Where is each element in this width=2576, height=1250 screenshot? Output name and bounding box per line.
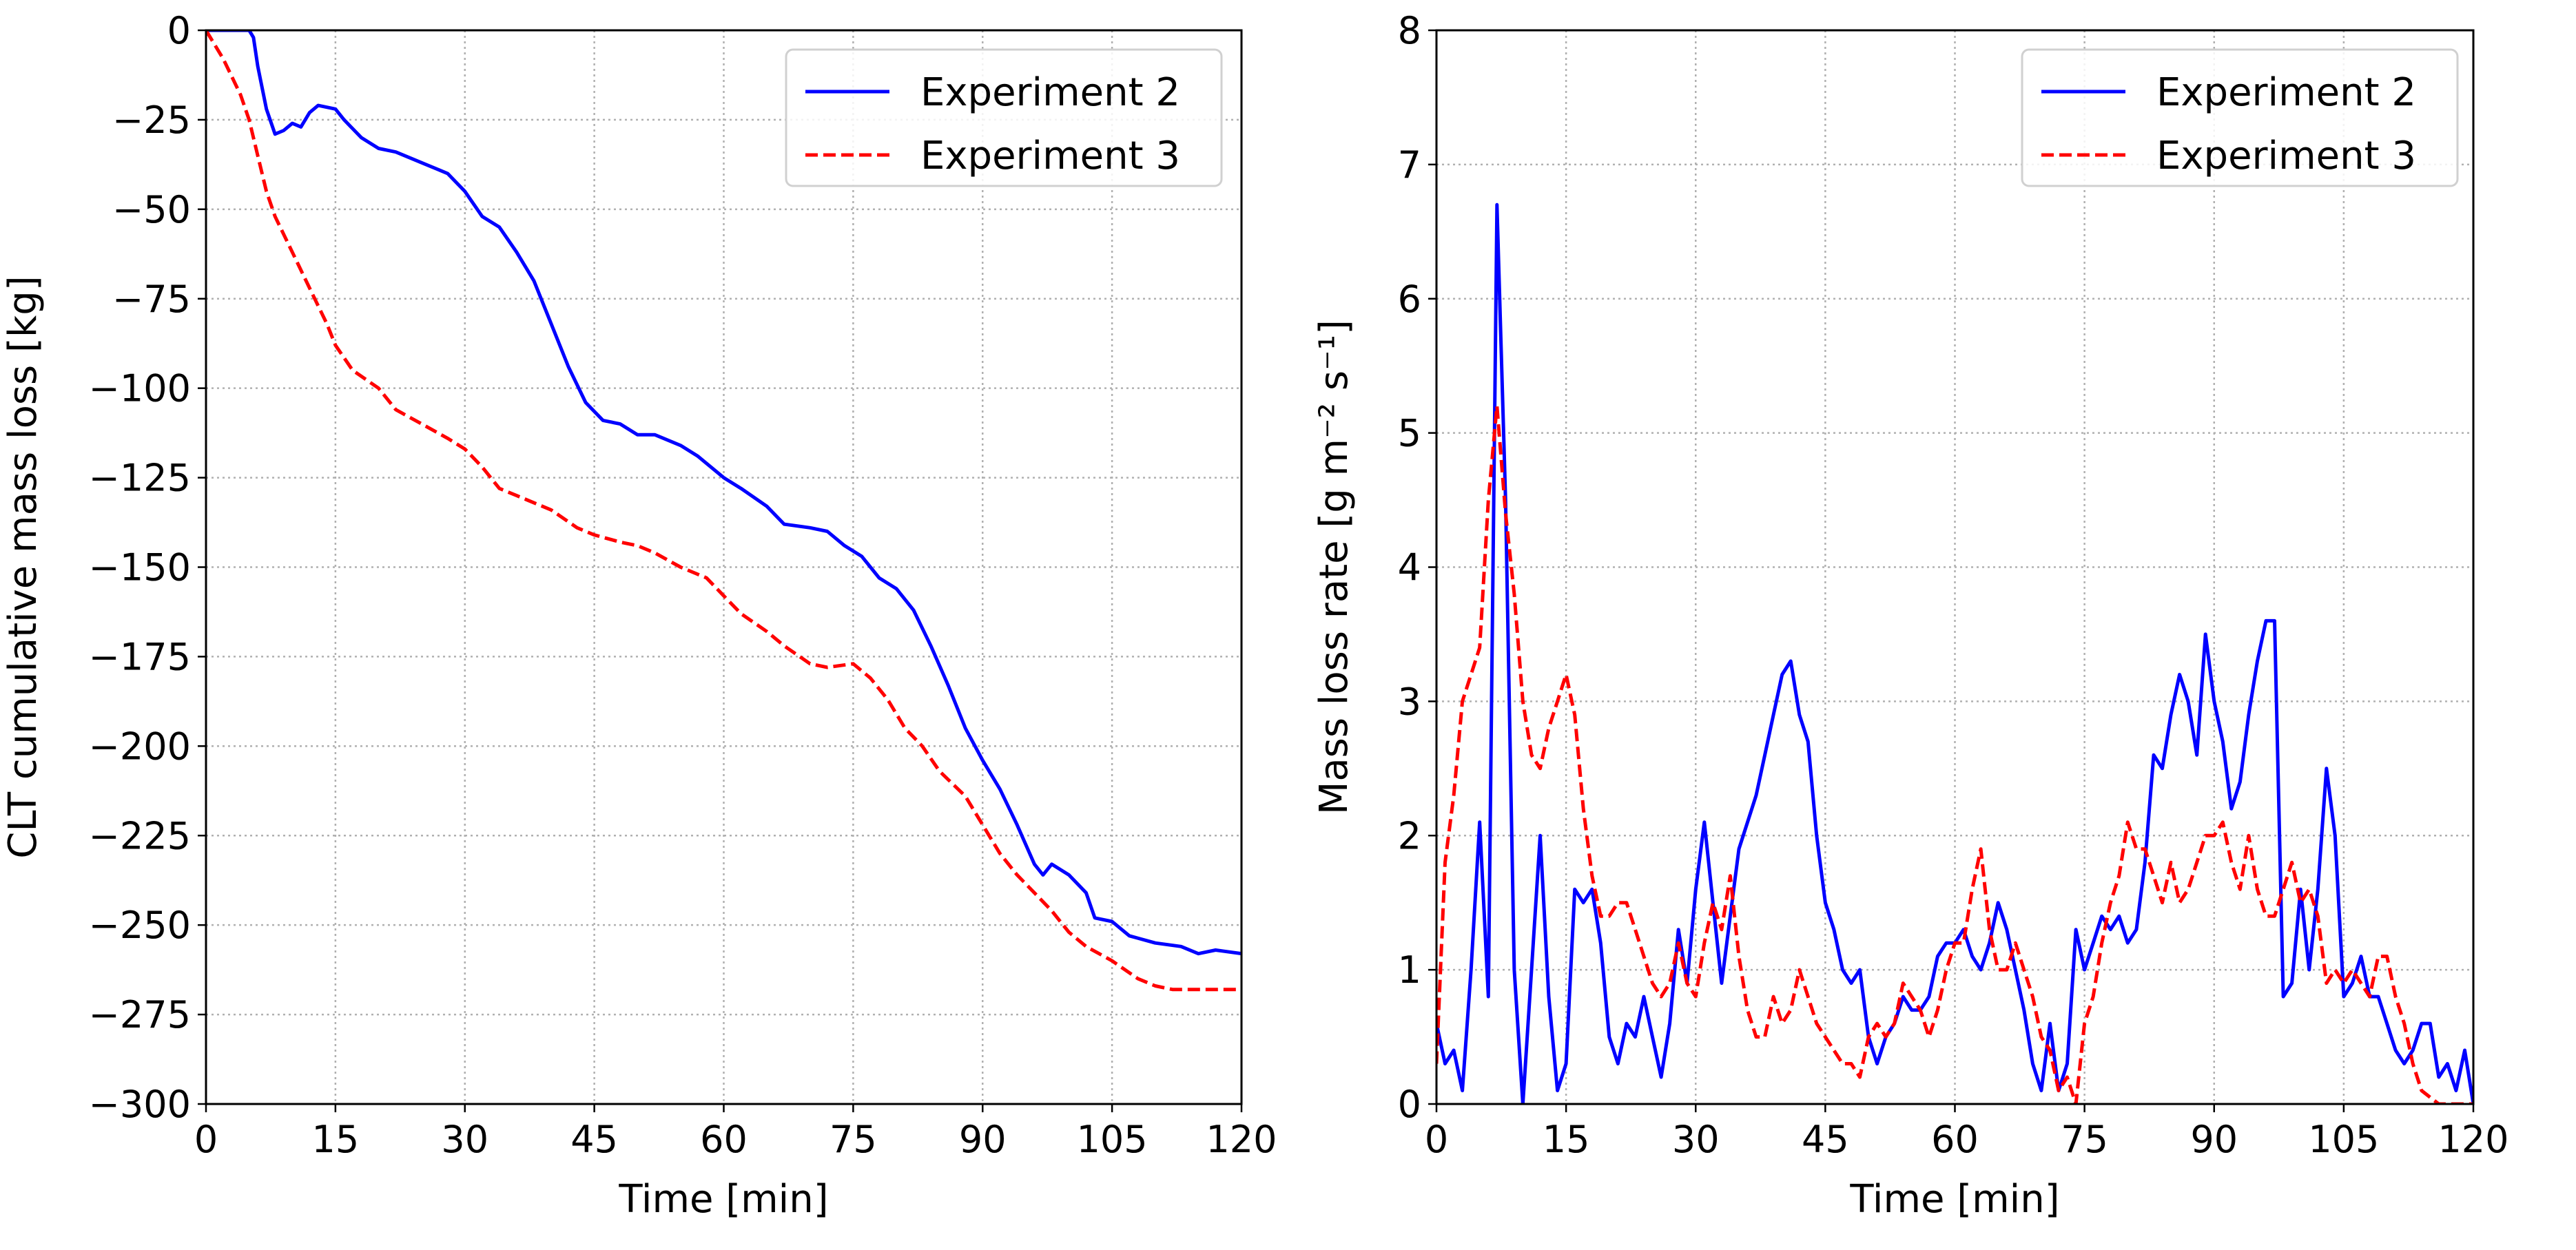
y-axis-label: Mass loss rate [g m⁻² s⁻¹] [1312,320,1357,815]
legend-label: Experiment 3 [920,134,1180,178]
y-tick-label: 7 [1398,143,1421,187]
legend-box [785,48,1223,187]
y-tick-label: 1 [1398,948,1421,992]
y-tick-label: 5 [1398,412,1421,455]
y-tick-label: −150 [89,546,191,590]
series-line-experiment-3 [1436,404,2473,1104]
x-tick-label: 60 [1931,1118,1979,1161]
y-axis-label: CLT cumulative mass loss [kg] [1,275,45,858]
y-tick-label: −75 [112,278,191,321]
legend-label: Experiment 2 [2156,70,2416,115]
y-tick-label: −100 [89,367,191,410]
legend: Experiment 2 Experiment 3 [785,48,1223,187]
chart-1: 0 15 30 45 60 75 90 105 120 0 −25 −50 −75 −100 −125 −15… [1,9,1277,1222]
x-tick-label: 45 [1802,1118,1849,1161]
y-tick-label: −50 [112,188,191,231]
y-tick-label: −175 [89,635,191,678]
y-tick-label: 4 [1398,546,1421,590]
x-tick-label: 30 [441,1118,488,1161]
x-tick-label: 45 [570,1118,618,1161]
y-tick-label: −275 [89,993,191,1037]
x-tick-label: 75 [2061,1118,2108,1161]
x-tick-label: 15 [1543,1118,1590,1161]
x-tick-label: 120 [2438,1118,2508,1161]
x-tick-label: 90 [2190,1118,2238,1161]
y-tick-label: −300 [89,1083,191,1126]
y-tick-label: −25 [112,98,191,142]
y-tick-label: 8 [1398,9,1421,52]
y-tick-label: −200 [89,725,191,768]
legend: Experiment 2 Experiment 3 [2021,48,2459,187]
y-tick-label: 3 [1398,680,1421,723]
y-tick-label: −125 [89,457,191,500]
axes-frame [1435,29,2475,1105]
y-tick-label: −225 [89,814,191,857]
x-tick-label: 0 [194,1118,218,1161]
legend-label: Experiment 3 [2156,134,2416,178]
x-tick-label: 0 [1425,1118,1448,1161]
legend-label: Experiment 2 [920,70,1180,115]
x-tick-label: 75 [830,1118,877,1161]
y-tick-label: −250 [89,904,191,947]
y-tick-label: 0 [167,9,191,52]
legend-box [2021,48,2459,187]
x-tick-label: 105 [2308,1118,2379,1161]
x-tick-label: 60 [700,1118,748,1161]
x-tick-label: 30 [1672,1118,1720,1161]
x-tick-label: 15 [312,1118,360,1161]
series-line-experiment-2 [206,30,1241,956]
y-tick-label: 6 [1398,278,1421,321]
x-tick-label: 105 [1077,1118,1148,1161]
x-tick-label: 90 [959,1118,1007,1161]
x-axis-label: Time [min] [618,1177,828,1222]
series-line-experiment-3 [206,30,1241,992]
axes-frame [205,29,1243,1105]
y-tick-label: 2 [1398,814,1421,857]
y-tick-label: 0 [1398,1083,1421,1126]
x-axis-label: Time [min] [1849,1177,2059,1222]
x-tick-label: 120 [1206,1118,1277,1161]
